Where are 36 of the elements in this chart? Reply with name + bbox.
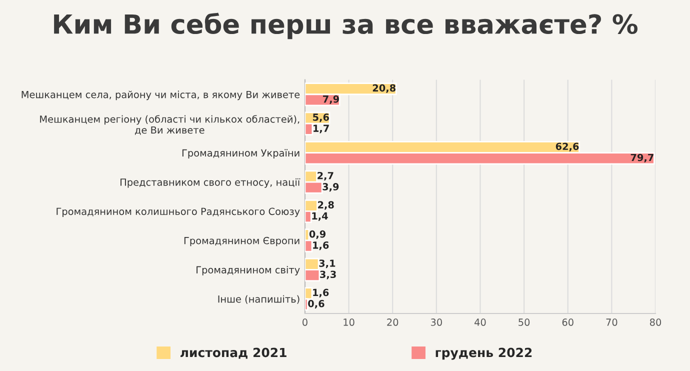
data-label: 62,6 bbox=[556, 142, 579, 152]
chart-title: Ким Ви себе перш за все вважаєте? % bbox=[54, 12, 638, 40]
y-tick-label: Громадянином світу bbox=[196, 266, 300, 276]
data-label: 20,8 bbox=[372, 84, 396, 93]
x-tick-label: 0 bbox=[302, 318, 308, 326]
data-label: 79,7 bbox=[630, 154, 654, 162]
data-label: 7,9 bbox=[323, 95, 339, 104]
data-label: 5,6 bbox=[313, 114, 329, 122]
data-label: 1,6 bbox=[313, 241, 329, 250]
y-tick-label: Громадянином колишнього Радянського Союзу bbox=[56, 208, 300, 217]
y-tick-label: Інше (напишіть) bbox=[218, 295, 300, 304]
data-label: 1,4 bbox=[312, 212, 328, 221]
x-tick-label: 50 bbox=[518, 318, 530, 326]
x-tick-label: 20 bbox=[387, 318, 398, 326]
data-label: 0,9 bbox=[309, 230, 326, 239]
y-tick-label: Мешканцем регіону (області чи кількох областей), де Ви живете bbox=[40, 115, 300, 135]
data-label: 1,6 bbox=[313, 288, 329, 298]
data-label: 2,7 bbox=[318, 172, 334, 181]
y-tick-label: Мешканцем села, району чи міста, в якому Ви живете bbox=[22, 90, 300, 100]
legend-label: грудень 2022 bbox=[436, 348, 532, 360]
y-tick-label: Представником свого етносу, нації bbox=[120, 178, 300, 188]
legend-label: листопад 2021 bbox=[180, 348, 286, 359]
y-tick-label: Громадянином України bbox=[182, 149, 300, 159]
data-label: 2,8 bbox=[318, 201, 334, 210]
data-label: 3,9 bbox=[322, 183, 339, 192]
x-tick-label: 80 bbox=[650, 318, 662, 326]
x-tick-label: 30 bbox=[430, 318, 442, 326]
x-tick-label: 70 bbox=[606, 318, 618, 326]
data-label: 1,7 bbox=[314, 124, 329, 134]
data-label: 3,3 bbox=[320, 270, 336, 280]
x-tick-label: 60 bbox=[562, 318, 574, 326]
y-tick-label: Громадянином Європи bbox=[184, 236, 300, 246]
x-tick-label: 40 bbox=[474, 318, 486, 326]
data-label: 0,6 bbox=[308, 300, 324, 308]
x-tick-label: 10 bbox=[344, 318, 354, 326]
data-label: 3,1 bbox=[319, 260, 336, 268]
